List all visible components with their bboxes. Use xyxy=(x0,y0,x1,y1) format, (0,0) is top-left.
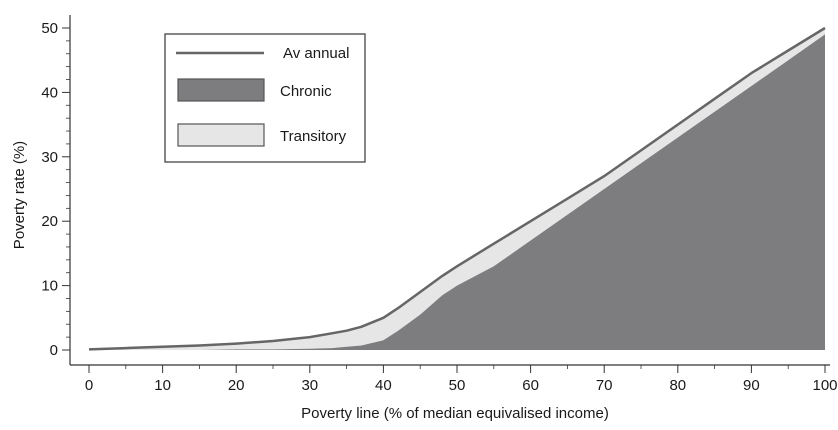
x-tick-label: 20 xyxy=(228,377,245,394)
legend-label-transitory: Transitory xyxy=(280,128,347,145)
legend-swatch-transitory xyxy=(177,123,265,147)
x-tick-label: 50 xyxy=(449,377,466,394)
x-tick-label: 90 xyxy=(743,377,760,394)
x-tick-label: 30 xyxy=(301,377,318,394)
x-tick-label: 40 xyxy=(375,377,392,394)
y-axis-title: Poverty rate (%) xyxy=(11,141,28,249)
area-layer xyxy=(88,26,826,351)
x-tick-label: 100 xyxy=(812,377,837,394)
y-tick-label: 0 xyxy=(50,342,58,359)
x-tick-label: 10 xyxy=(154,377,171,394)
x-tick-label: 60 xyxy=(522,377,539,394)
y-tick-label: 20 xyxy=(41,213,58,230)
legend: Av annual Chronic Transitory xyxy=(164,33,366,163)
x-tick-label: 80 xyxy=(669,377,686,394)
axes: 0 10 20 30 40 50 0 10 20 30 40 50 60 70 80 90 100 xyxy=(41,15,838,394)
x-tick-label: 70 xyxy=(596,377,613,394)
x-axis-title: Poverty line (% of median equivalised in… xyxy=(301,405,609,422)
y-tick-label: 10 xyxy=(41,278,58,295)
y-tick-label: 50 xyxy=(41,20,58,37)
legend-label-av-annual: Av annual xyxy=(283,45,349,62)
x-tick-label: 0 xyxy=(85,377,93,394)
legend-label-chronic: Chronic xyxy=(280,83,332,100)
chronic-area xyxy=(89,34,825,351)
y-tick-label: 30 xyxy=(41,149,58,166)
av-annual-line xyxy=(88,26,826,351)
legend-swatch-chronic xyxy=(177,78,265,102)
y-tick-label: 40 xyxy=(41,84,58,101)
